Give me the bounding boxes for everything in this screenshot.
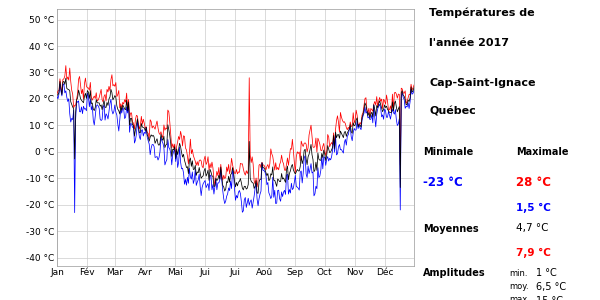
Text: 4,7 °C: 4,7 °C — [516, 224, 548, 233]
Text: moy.: moy. — [509, 282, 529, 291]
Text: min.: min. — [509, 268, 527, 278]
Text: 6,5 °C: 6,5 °C — [536, 282, 566, 292]
Text: Amplitudes: Amplitudes — [423, 268, 485, 278]
Text: -23 °C: -23 °C — [423, 176, 463, 188]
Text: Cap-Saint-Ignace: Cap-Saint-Ignace — [429, 78, 536, 88]
Text: Maximale: Maximale — [516, 147, 569, 157]
Text: Températures de: Températures de — [429, 8, 535, 18]
Text: Québec: Québec — [429, 106, 476, 116]
Text: 15 °C: 15 °C — [536, 296, 563, 300]
Text: 28 °C: 28 °C — [516, 176, 551, 188]
Text: max.: max. — [509, 296, 530, 300]
Text: Minimale: Minimale — [423, 147, 473, 157]
Text: 7,9 °C: 7,9 °C — [516, 248, 551, 258]
Text: l'année 2017: l'année 2017 — [429, 38, 509, 47]
Text: Moyennes: Moyennes — [423, 224, 479, 233]
Text: 1 °C: 1 °C — [536, 268, 557, 278]
Text: 1,5 °C: 1,5 °C — [516, 202, 551, 213]
